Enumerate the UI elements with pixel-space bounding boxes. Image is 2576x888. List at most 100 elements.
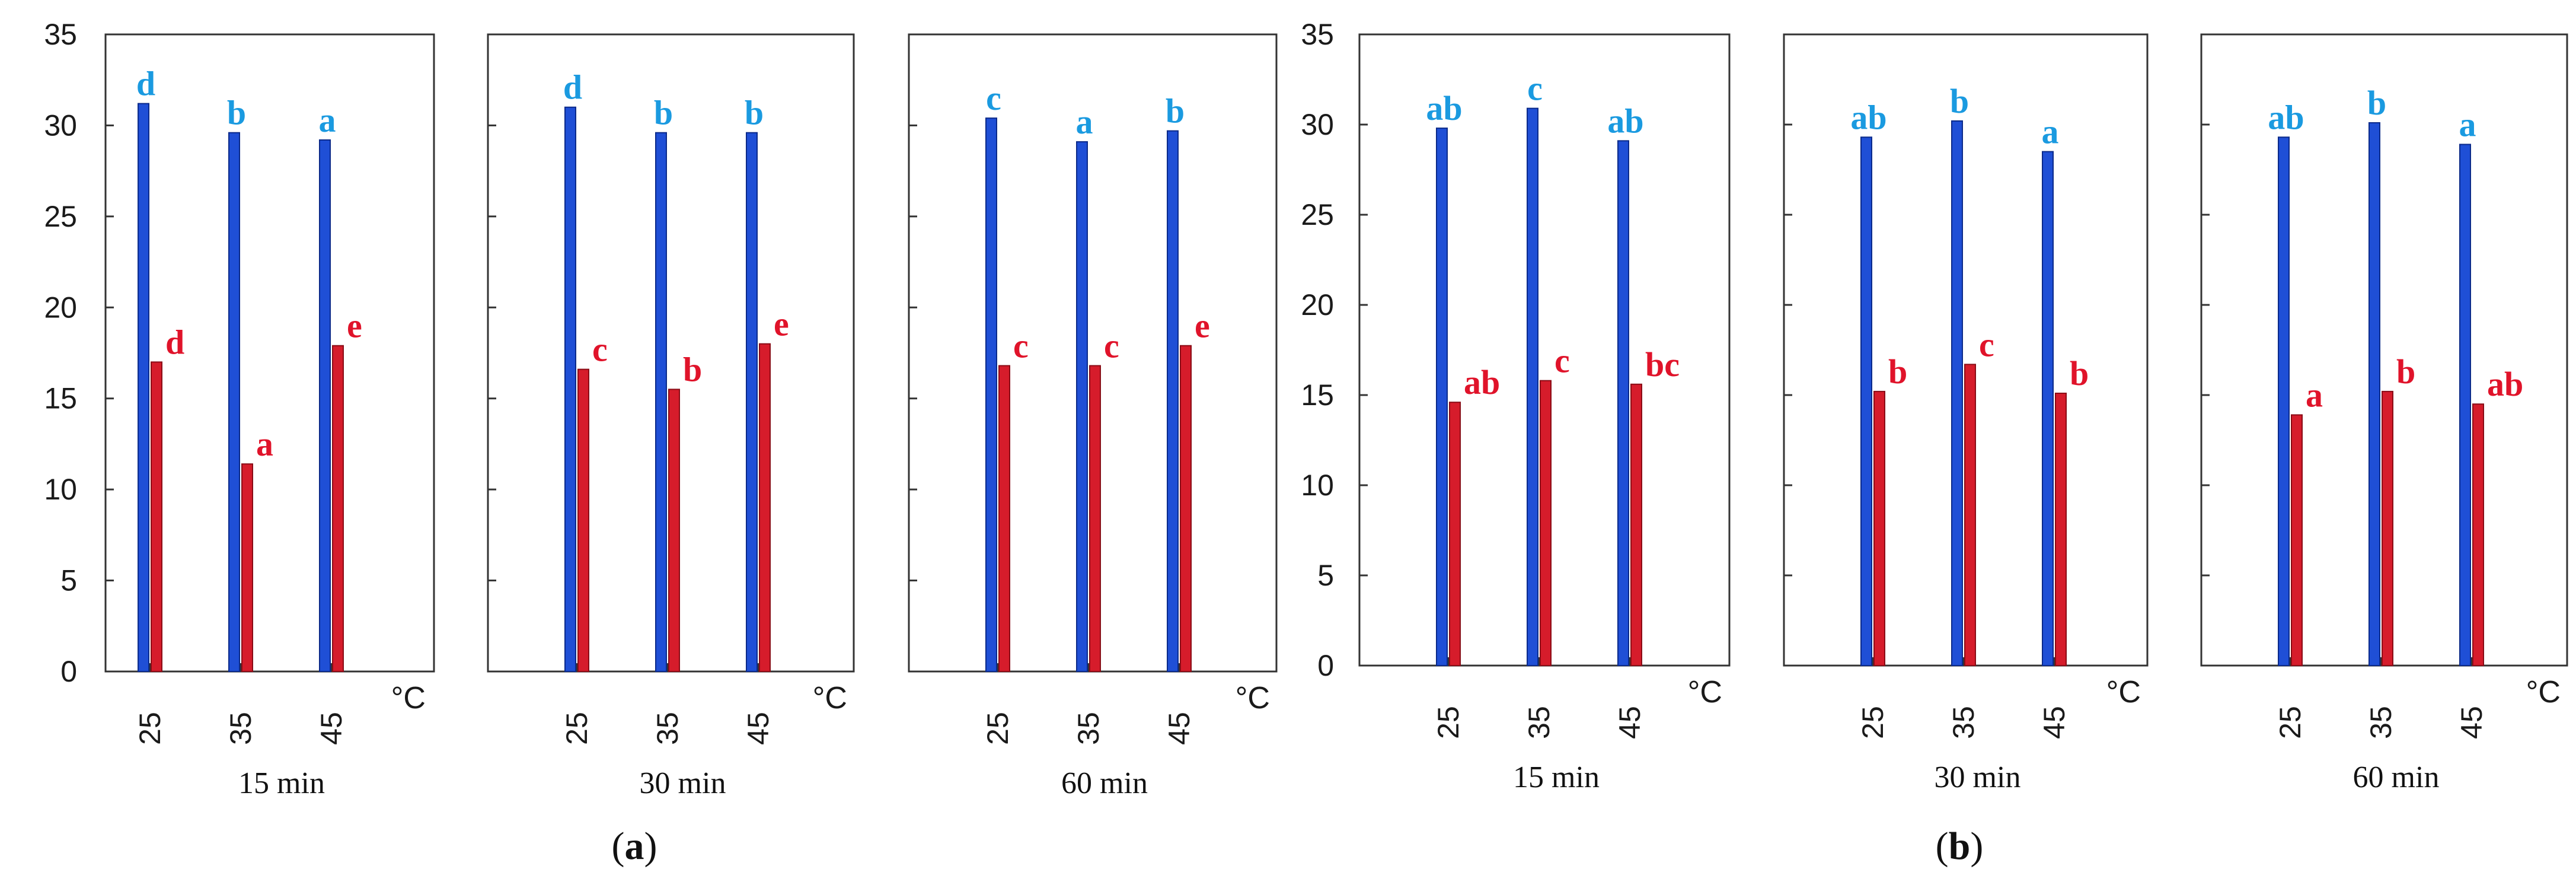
bar-red <box>2472 403 2484 666</box>
x-tick-label: 35 <box>1522 706 1556 739</box>
y-tick-label: 20 <box>44 291 77 324</box>
chart-subtitle: 15 min <box>238 766 325 800</box>
bar-blue <box>228 132 240 672</box>
bar-red <box>1449 402 1461 666</box>
significance-letter-blue: a <box>1076 103 1093 141</box>
chart-5: 25 ab a 35 b b 45 a ab °C 60 min <box>2200 33 2568 794</box>
x-tick-label: 25 <box>981 712 1014 745</box>
bar-blue <box>2368 122 2380 666</box>
bar-blue <box>985 117 997 672</box>
x-unit-label: °C <box>2526 675 2561 709</box>
significance-letter-blue: a <box>2042 113 2059 151</box>
significance-letter-red: e <box>774 305 789 343</box>
significance-letter-red: a <box>256 425 273 463</box>
significance-letter-blue: d <box>563 68 582 107</box>
x-tick-label: 25 <box>1856 706 1889 739</box>
y-tick-label: 30 <box>44 109 77 142</box>
bar-blue <box>1436 128 1448 666</box>
bar-blue <box>564 106 576 672</box>
significance-letter-blue: b <box>1166 92 1185 131</box>
y-tick-label: 5 <box>1317 559 1334 592</box>
x-tick-label: 25 <box>1432 706 1465 739</box>
significance-letter-blue: b <box>1950 82 1969 120</box>
significance-letter-red: b <box>1888 352 1907 391</box>
y-tick-label: 35 <box>44 18 77 51</box>
x-unit-label: °C <box>391 681 426 715</box>
x-tick-label: 25 <box>2274 706 2307 739</box>
bar-red <box>332 345 344 672</box>
y-tick-label: 20 <box>1301 288 1334 322</box>
y-tick-label: 5 <box>60 564 77 597</box>
chart-subtitle: 30 min <box>640 766 726 800</box>
bar-red <box>1964 364 1976 666</box>
bar-red <box>759 343 771 672</box>
x-tick-label: 25 <box>560 712 593 745</box>
significance-letter-blue: b <box>654 94 673 132</box>
bar-red <box>2055 392 2067 667</box>
chart-0: 0 5 10 15 20 25 30 35 25 d d 35 b a 45 a e °C 15 min <box>44 18 435 800</box>
y-tick-label: 25 <box>44 200 77 233</box>
y-tick-label: 15 <box>1301 378 1334 412</box>
x-tick-label: 45 <box>2038 706 2071 739</box>
x-unit-label: °C <box>2106 675 2141 709</box>
significance-letter-red: a <box>2306 375 2323 414</box>
x-unit-label: °C <box>1688 675 1722 709</box>
y-tick-label: 0 <box>60 655 77 688</box>
bar-red <box>577 368 589 672</box>
bar-blue <box>1951 120 1963 667</box>
bar-red <box>1089 365 1101 672</box>
x-tick-label: 35 <box>1947 706 1980 739</box>
x-tick-label: 45 <box>1163 712 1196 745</box>
bar-red <box>151 361 162 672</box>
significance-letter-red: d <box>165 323 184 361</box>
significance-letter-blue: ab <box>1426 89 1462 128</box>
y-tick-label: 15 <box>44 382 77 415</box>
x-tick-label: 25 <box>133 712 167 745</box>
bar-blue <box>1076 141 1088 672</box>
chart-subtitle: 30 min <box>1935 760 2021 794</box>
significance-letter-red: b <box>2070 354 2089 393</box>
chart-3: 0 5 10 15 20 25 30 35 25 ab ab 35 c c 45 ab bc °C 15 min <box>1301 18 1731 794</box>
chart-2: 25 c c 35 a c 45 b e °C 60 min <box>908 33 1278 800</box>
bar-blue <box>746 132 758 672</box>
significance-letter-red: c <box>1013 326 1029 365</box>
panel-caption-b: (b) <box>1936 825 1984 868</box>
significance-letter-red: b <box>2396 352 2415 391</box>
x-unit-label: °C <box>1236 681 1270 715</box>
x-tick-label: 35 <box>2364 706 2398 739</box>
bar-blue <box>655 132 667 672</box>
x-tick-label: 45 <box>742 712 775 745</box>
x-tick-label: 45 <box>1613 706 1646 739</box>
y-tick-label: 10 <box>1301 469 1334 502</box>
bar-blue <box>2459 144 2471 666</box>
significance-letter-blue: ab <box>1850 98 1886 136</box>
significance-letter-red: b <box>683 350 702 389</box>
significance-letter-blue: c <box>1527 69 1543 108</box>
significance-letter-red: c <box>592 330 608 369</box>
bar-red <box>1180 345 1192 672</box>
chart-subtitle: 60 min <box>1061 766 1148 800</box>
y-tick-label: 10 <box>44 473 77 506</box>
bar-red <box>2291 414 2303 666</box>
bar-red <box>668 389 680 672</box>
x-tick-label: 35 <box>1072 712 1105 745</box>
panel-caption-a: (a) <box>612 825 657 868</box>
significance-letter-blue: a <box>319 101 336 139</box>
y-tick-label: 25 <box>1301 198 1334 231</box>
significance-letter-red: ab <box>2487 365 2523 403</box>
significance-letter-red: c <box>1554 342 1570 380</box>
chart-subtitle: 60 min <box>2353 760 2440 794</box>
significance-letter-red: ab <box>1464 363 1500 402</box>
significance-letter-red: e <box>1195 307 1210 345</box>
significance-letter-blue: a <box>2459 105 2476 144</box>
chart-1: 25 d c 35 b b 45 b e °C 30 min <box>487 33 855 800</box>
x-tick-label: 45 <box>315 712 348 745</box>
plot-frame <box>104 33 435 673</box>
significance-letter-blue: d <box>136 65 155 103</box>
significance-letter-red: c <box>1104 326 1119 365</box>
x-unit-label: °C <box>813 681 847 715</box>
bar-blue <box>2278 136 2290 666</box>
bar-blue <box>1860 136 1872 666</box>
bar-red <box>1540 380 1552 666</box>
